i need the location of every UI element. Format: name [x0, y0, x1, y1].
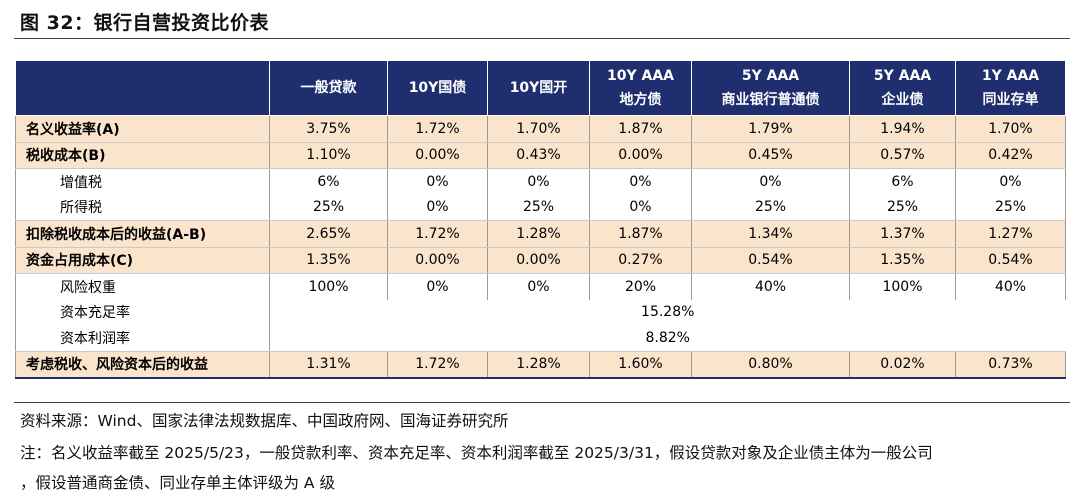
table-row: 资本充足率 15.28% [15, 299, 1066, 325]
table-row: 风险权重 100% 0% 0% 20% 40% 100% 40% [15, 273, 1066, 300]
table-cell: 25% [269, 194, 388, 221]
footer-notes: 资料来源：Wind、国家法律法规数据库、中国政府网、国海证券研究所 注：名义收益… [14, 402, 1070, 492]
table-cell: 25% [487, 194, 590, 221]
table-row: 增值税 6% 0% 0% 0% 0% 6% 0% [15, 168, 1066, 195]
table-cell: 0.43% [487, 142, 590, 169]
table-cell: 1.70% [487, 115, 590, 143]
table-cell: 1.70% [955, 115, 1066, 143]
assumption-note-line-2: ，假设普通商金债、同业存单主体评级为 A 级 [20, 474, 335, 492]
table-cell: 0.00% [387, 142, 488, 169]
table-cell: 25% [955, 194, 1066, 221]
table-cell: 1.27% [955, 220, 1066, 248]
table-cell: 100% [849, 273, 956, 300]
bank-investment-comparison-table: 一般贷款 10Y国债 10Y国开 10Y AAA 地方债 5Y AAA 商业银行普通… [15, 60, 1066, 379]
table-cell: 0.54% [691, 247, 850, 274]
table-cell: 1.37% [849, 220, 956, 248]
table-cell: 1.87% [589, 220, 692, 248]
table-row: 所得税 25% 0% 25% 0% 25% 25% 25% [15, 194, 1066, 221]
table-cell: 6% [849, 168, 956, 195]
table-cell: 0.54% [955, 247, 1066, 274]
header-5y-enterprise-bond: 5Y AAA 企业债 [849, 60, 956, 116]
row-label: 资本利润率 [15, 325, 270, 352]
table-cell: 1.10% [269, 142, 388, 169]
table-cell: 0.02% [849, 351, 956, 379]
table-cell: 1.28% [487, 220, 590, 248]
table-cell: 1.35% [269, 247, 388, 274]
table-cell: 25% [849, 194, 956, 221]
table-cell: 0.80% [691, 351, 850, 379]
table-cell: 40% [955, 273, 1066, 300]
table-cell: 0% [691, 168, 850, 195]
table-cell: 1.28% [487, 351, 590, 379]
header-blank [15, 60, 270, 116]
table-cell: 0.27% [589, 247, 692, 274]
source-note: 资料来源：Wind、国家法律法规数据库、中国政府网、国海证券研究所 [20, 412, 509, 430]
table-cell: 0.73% [955, 351, 1066, 379]
table-cell: 1.94% [849, 115, 956, 143]
row-label: 考虑税收、风险资本后的收益 [15, 351, 270, 379]
table-cell: 0% [387, 273, 488, 300]
table-cell: 6% [269, 168, 388, 195]
header-10y-local-bond: 10Y AAA 地方债 [589, 60, 692, 116]
table-cell: 0% [487, 273, 590, 300]
row-label: 所得税 [15, 194, 270, 221]
table-cell: 20% [589, 273, 692, 300]
figure-title: 图 32：银行自营投资比价表 [20, 12, 270, 34]
table-row: 资金占用成本(C) 1.35% 0.00% 0.00% 0.27% 0.54% … [15, 247, 1066, 274]
table-cell: 3.75% [269, 115, 388, 143]
row-label: 税收成本(B) [15, 142, 270, 169]
header-10y-cdb: 10Y国开 [487, 60, 590, 116]
table-cell: 0% [589, 194, 692, 221]
table-cell: 1.72% [387, 351, 488, 379]
table-cell: 40% [691, 273, 850, 300]
table-cell: 1.34% [691, 220, 850, 248]
table-row: 名义收益率(A) 3.75% 1.72% 1.70% 1.87% 1.79% 1… [15, 115, 1066, 143]
table-cell: 0% [387, 194, 488, 221]
header-1y-ncd: 1Y AAA 同业存单 [955, 60, 1066, 116]
table-cell: 1.79% [691, 115, 850, 143]
table-cell: 2.65% [269, 220, 388, 248]
figure-title-bar: 图 32：银行自营投资比价表 [14, 0, 1070, 39]
row-label: 名义收益率(A) [15, 115, 270, 143]
table-cell: 1.72% [387, 220, 488, 248]
row-label: 增值税 [15, 168, 270, 195]
table-cell: 100% [269, 273, 388, 300]
table-cell: 0.00% [487, 247, 590, 274]
table-cell: 0% [589, 168, 692, 195]
table-row: 考虑税收、风险资本后的收益 1.31% 1.72% 1.28% 1.60% 0.… [15, 351, 1066, 379]
merged-value-cell: 15.28% [641, 304, 695, 321]
header-10y-treasury: 10Y国债 [387, 60, 488, 116]
table-cell: 0.45% [691, 142, 850, 169]
table-cell: 0% [955, 168, 1066, 195]
table-cell: 0.00% [589, 142, 692, 169]
table-cell: 0.00% [387, 247, 488, 274]
table-cell: 1.31% [269, 351, 388, 379]
table-cell: 0.42% [955, 142, 1066, 169]
merged-value-cell: 8.82% [269, 325, 1066, 352]
table-cell: 1.72% [387, 115, 488, 143]
table-cell: 0.57% [849, 142, 956, 169]
row-label: 风险权重 [15, 273, 270, 300]
header-general-loan: 一般贷款 [269, 60, 388, 116]
table-cell: 25% [691, 194, 850, 221]
table-cell: 1.35% [849, 247, 956, 274]
row-label: 资本充足率 [15, 299, 270, 325]
table-cell: 1.60% [589, 351, 692, 379]
table-header-row: 一般贷款 10Y国债 10Y国开 10Y AAA 地方债 5Y AAA 商业银行普通… [15, 60, 1066, 116]
table-cell: 0% [487, 168, 590, 195]
row-label: 资金占用成本(C) [15, 247, 270, 274]
comparison-table-wrapper: 一般贷款 10Y国债 10Y国开 10Y AAA 地方债 5Y AAA 商业银行普通… [15, 60, 1066, 379]
table-row: 资本利润率 8.82% [15, 325, 1066, 352]
assumption-note-line-1: 注：名义收益率截至 2025/5/23，一般贷款利率、资本充足率、资本利润率截至… [20, 444, 933, 462]
table-cell: 1.87% [589, 115, 692, 143]
table-cell: 0% [387, 168, 488, 195]
table-row: 扣除税收成本后的收益(A-B) 2.65% 1.72% 1.28% 1.87% … [15, 220, 1066, 248]
header-5y-bank-bond: 5Y AAA 商业银行普通债 [691, 60, 850, 116]
row-label: 扣除税收成本后的收益(A-B) [15, 220, 270, 248]
table-row: 税收成本(B) 1.10% 0.00% 0.43% 0.00% 0.45% 0.… [15, 142, 1066, 169]
